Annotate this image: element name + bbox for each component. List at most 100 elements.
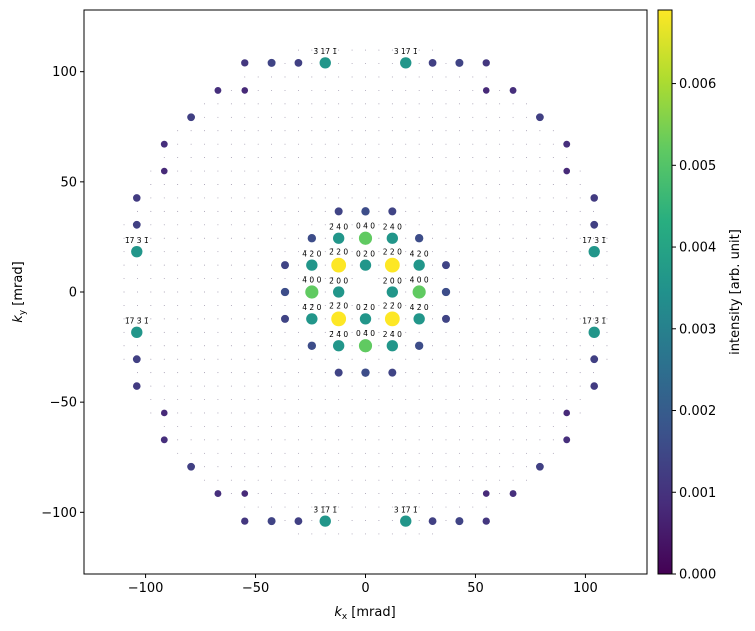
weak-spot xyxy=(230,130,232,132)
weak-spot xyxy=(579,251,581,253)
weak-spot xyxy=(204,439,205,441)
weak-spot xyxy=(217,385,219,387)
weak-spot xyxy=(499,237,501,239)
weak-spot xyxy=(512,157,514,159)
weak-spot xyxy=(244,412,246,414)
weak-spot xyxy=(593,210,595,212)
weak-spot xyxy=(512,358,514,360)
weak-spot xyxy=(297,372,299,374)
weak-spot xyxy=(163,184,165,185)
spot-labels-layer: 2̄ 2̄ 0 2̄ 2 0 2 2̄ 0 2 2 0 4̄ 0 0 4 0 0 0 4 0… xyxy=(125,47,607,514)
labeled-spot xyxy=(332,232,345,244)
weak-spot xyxy=(405,506,407,508)
weak-spot xyxy=(271,116,273,118)
weak-spot xyxy=(485,318,487,320)
weak-spot xyxy=(150,372,152,374)
weak-spot xyxy=(405,89,407,91)
weak-spot xyxy=(163,385,165,387)
weak-spot xyxy=(351,304,353,306)
weak-spot xyxy=(123,304,125,306)
spot xyxy=(388,207,397,216)
weak-spot xyxy=(378,103,380,105)
weak-spot xyxy=(150,412,152,414)
weak-spot xyxy=(123,264,125,266)
weak-spot xyxy=(552,197,554,199)
weak-spot xyxy=(472,210,474,212)
weak-spot xyxy=(512,399,514,400)
x-tick-label: −50 xyxy=(242,581,269,596)
spot-label: 2̄ 2 0 xyxy=(329,248,348,257)
weak-spot xyxy=(271,103,273,105)
weak-spot xyxy=(351,358,353,360)
weak-spot xyxy=(297,143,299,145)
weak-spot xyxy=(445,224,447,226)
weak-spot xyxy=(150,184,152,185)
weak-spot xyxy=(472,251,474,253)
spot-label: 2̄ 2̄ 0 xyxy=(329,301,348,310)
weak-spot xyxy=(526,170,527,172)
weak-spot xyxy=(579,331,581,333)
weak-spot xyxy=(472,331,474,333)
weak-spot xyxy=(445,170,447,172)
weak-spot xyxy=(485,506,487,508)
weak-spot xyxy=(418,533,420,535)
weak-spot xyxy=(338,130,340,132)
weak-spot xyxy=(391,533,393,535)
weak-spot xyxy=(378,493,380,495)
weak-spot xyxy=(217,425,219,427)
weak-spot xyxy=(338,425,340,427)
weak-spot xyxy=(418,358,420,360)
weak-spot xyxy=(271,318,273,320)
weak-spot xyxy=(297,466,299,468)
weak-spot xyxy=(257,76,259,78)
weak-spot xyxy=(445,130,447,132)
weak-spot xyxy=(539,184,541,185)
weak-spot xyxy=(365,63,366,64)
weak-spot xyxy=(244,130,246,132)
weak-spot xyxy=(539,318,541,320)
weak-spot xyxy=(606,291,608,293)
weak-spot xyxy=(230,372,232,374)
weak-spot xyxy=(271,439,273,441)
weak-spot xyxy=(230,425,232,427)
weak-spot xyxy=(257,479,259,481)
weak-spot xyxy=(593,345,595,347)
weak-spot xyxy=(378,197,380,199)
weak-spot xyxy=(445,184,447,185)
labeled-spot xyxy=(412,285,426,299)
weak-spot xyxy=(539,224,541,226)
weak-spot xyxy=(230,345,232,347)
weak-spot xyxy=(257,372,259,374)
weak-spot xyxy=(418,372,420,374)
weak-spot xyxy=(204,425,205,427)
weak-spot xyxy=(458,439,460,441)
weak-spot xyxy=(485,439,487,441)
weak-spot xyxy=(365,76,366,78)
weak-spot xyxy=(351,210,353,212)
spot xyxy=(241,490,249,497)
spot xyxy=(441,314,450,323)
labeled-spot xyxy=(332,286,345,298)
weak-spot xyxy=(445,345,447,347)
weak-spot xyxy=(405,479,407,481)
weak-spot xyxy=(606,224,608,226)
weak-spot xyxy=(512,479,514,481)
weak-spot xyxy=(391,184,393,185)
weak-spot xyxy=(244,466,246,468)
weak-spot xyxy=(190,157,192,159)
weak-spot xyxy=(499,318,501,320)
weak-spot xyxy=(512,264,514,266)
weak-spot xyxy=(526,157,527,159)
weak-spot xyxy=(351,184,353,185)
weak-spot xyxy=(271,89,273,91)
spot xyxy=(428,58,437,67)
weak-spot xyxy=(512,385,514,387)
weak-spot xyxy=(338,399,340,400)
spot xyxy=(267,517,276,526)
weak-spot xyxy=(271,197,273,199)
weak-spot xyxy=(512,278,514,280)
weak-spot xyxy=(526,197,527,199)
weak-spot xyxy=(445,157,447,159)
weak-spot xyxy=(230,439,232,441)
weak-spot xyxy=(445,237,447,239)
